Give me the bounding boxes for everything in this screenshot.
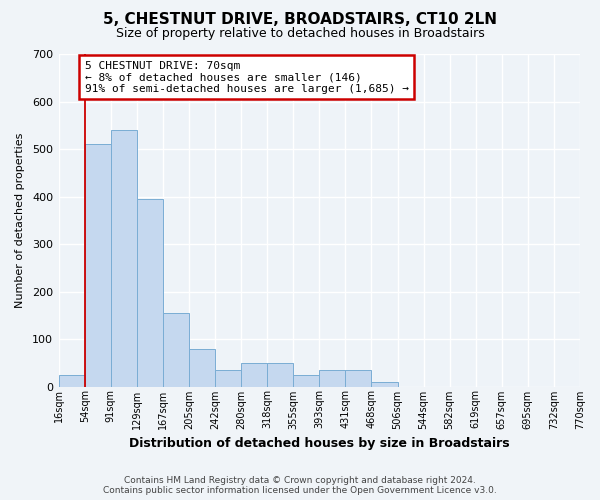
Bar <box>163 313 189 386</box>
Bar <box>85 144 111 386</box>
Bar <box>241 363 267 386</box>
Bar <box>267 363 293 386</box>
Y-axis label: Number of detached properties: Number of detached properties <box>15 132 25 308</box>
Bar <box>319 370 346 386</box>
X-axis label: Distribution of detached houses by size in Broadstairs: Distribution of detached houses by size … <box>129 437 509 450</box>
Text: Size of property relative to detached houses in Broadstairs: Size of property relative to detached ho… <box>116 28 484 40</box>
Bar <box>293 374 319 386</box>
Text: 5, CHESTNUT DRIVE, BROADSTAIRS, CT10 2LN: 5, CHESTNUT DRIVE, BROADSTAIRS, CT10 2LN <box>103 12 497 28</box>
Bar <box>371 382 398 386</box>
Bar <box>111 130 137 386</box>
Bar <box>137 199 163 386</box>
Bar <box>189 348 215 387</box>
Bar <box>346 370 371 386</box>
Text: 5 CHESTNUT DRIVE: 70sqm
← 8% of detached houses are smaller (146)
91% of semi-de: 5 CHESTNUT DRIVE: 70sqm ← 8% of detached… <box>85 60 409 94</box>
Text: Contains HM Land Registry data © Crown copyright and database right 2024.
Contai: Contains HM Land Registry data © Crown c… <box>103 476 497 495</box>
Bar <box>59 374 85 386</box>
Bar <box>215 370 241 386</box>
